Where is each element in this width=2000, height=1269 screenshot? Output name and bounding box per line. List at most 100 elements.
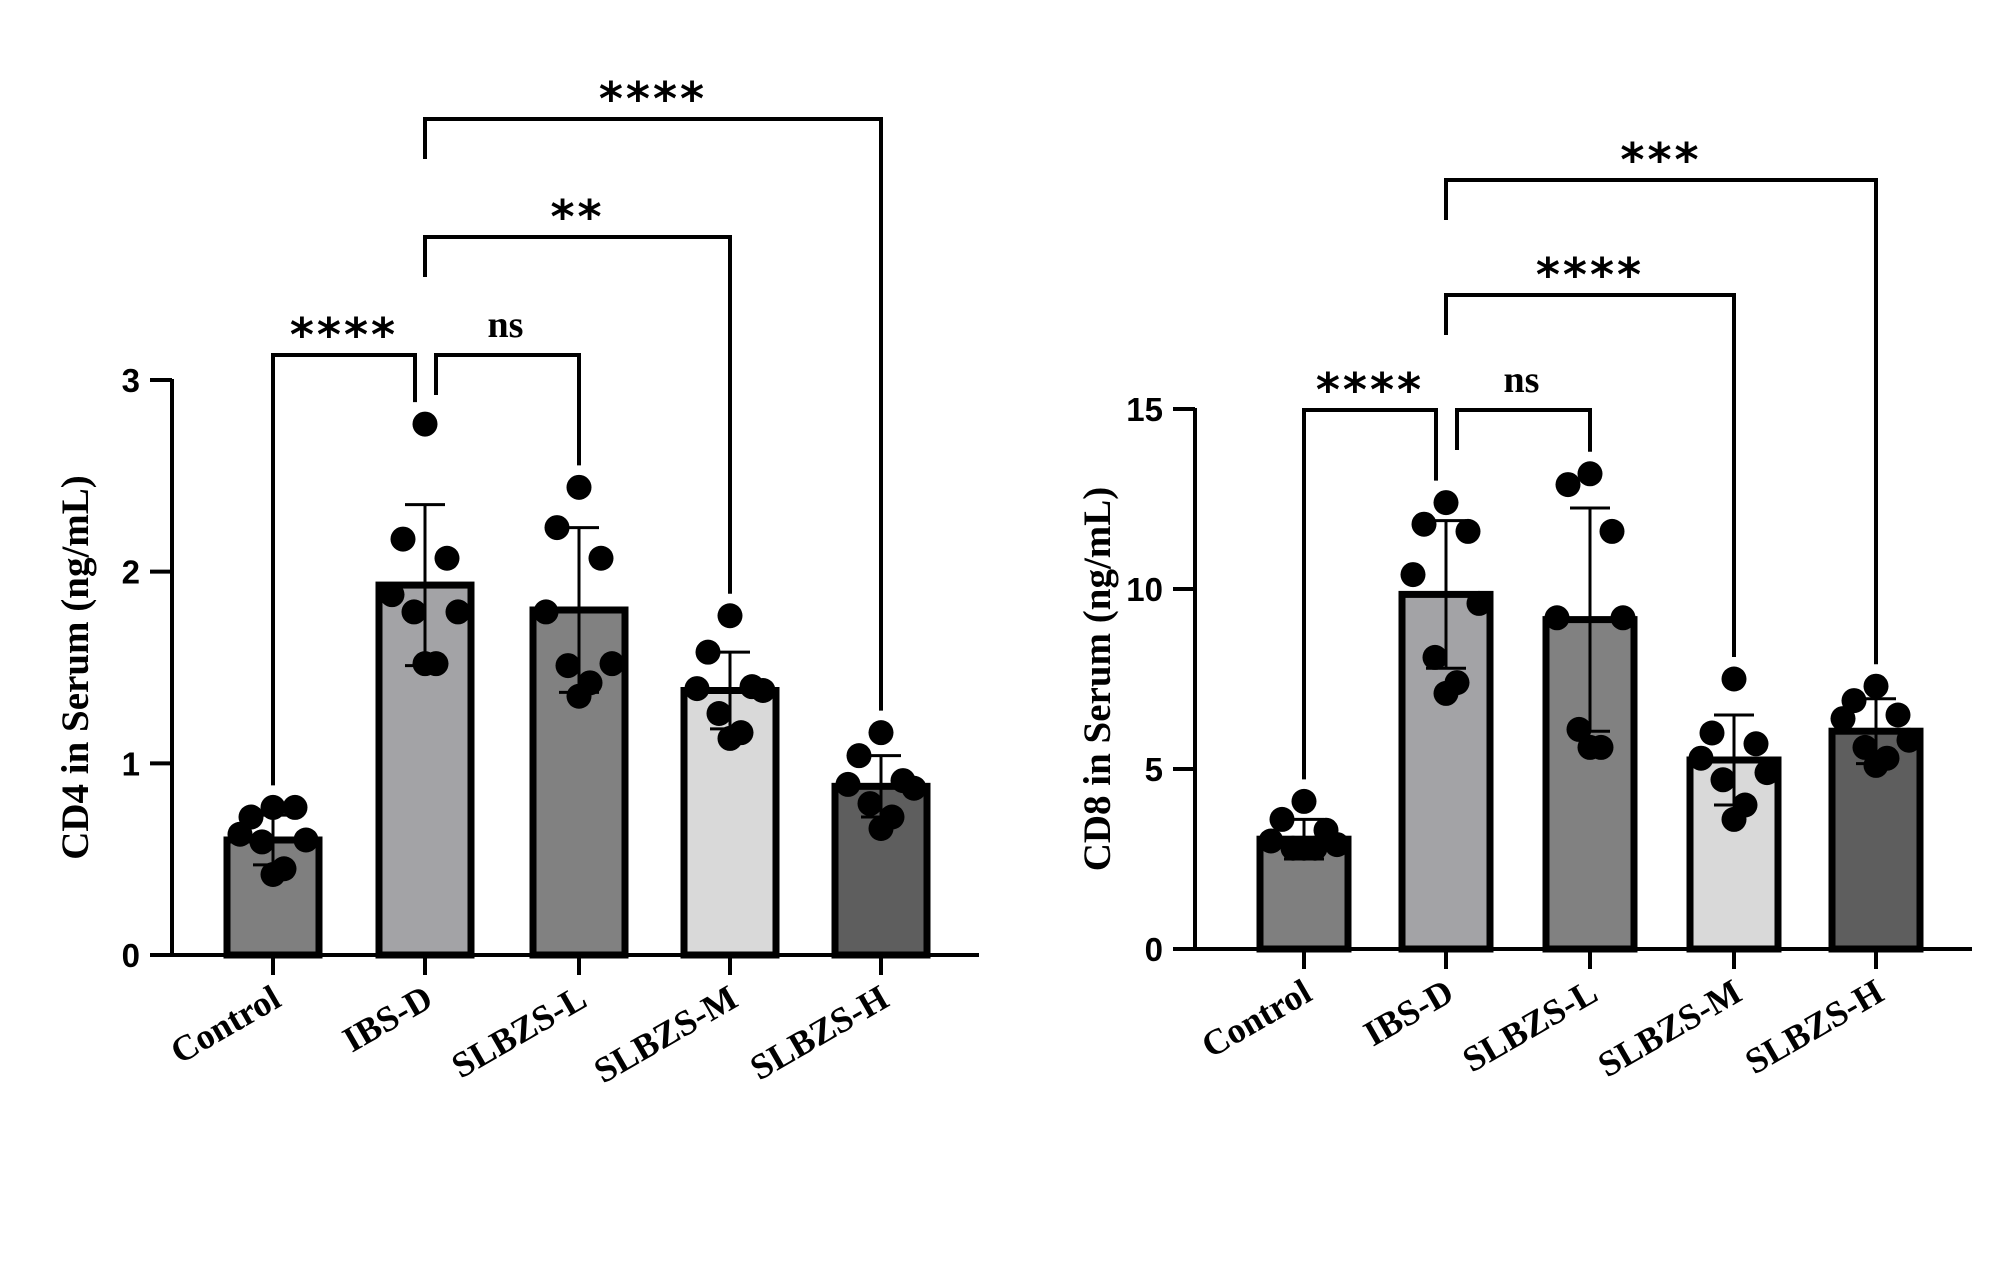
significance-bracket-ibs-d-vs-slbzs-h: ***: [1444, 133, 1878, 665]
bar-slbzs-m: [680, 687, 780, 959]
data-point-control: [1324, 832, 1350, 858]
y-tick-label: 10: [1126, 571, 1163, 608]
data-point-slbzs-m: [1743, 731, 1769, 757]
data-point-slbzs-l: [599, 651, 625, 677]
bracket-line: [1302, 408, 1438, 780]
data-point-slbzs-m: [1721, 666, 1747, 692]
data-point-slbzs-h: [1852, 734, 1878, 760]
significance-bracket-ibs-d-vs-slbzs-l: ns: [1455, 359, 1592, 452]
data-point-control: [260, 794, 286, 820]
data-point-slbzs-h: [857, 791, 883, 817]
data-point-slbzs-h: [835, 771, 861, 797]
y-tick-label: 2: [122, 554, 140, 591]
x-tick-label-ibs-d: IBS-D: [1357, 971, 1460, 1054]
data-point-control: [227, 821, 253, 847]
significance-bracket-ibs-d-vs-slbzs-m: ****: [1444, 248, 1736, 657]
data-point-ibs-d: [1400, 562, 1426, 588]
data-point-slbzs-m: [684, 676, 710, 702]
data-point-slbzs-h: [1885, 702, 1911, 728]
x-tick-label-slbzs-m: SLBZS-M: [1591, 971, 1748, 1085]
y-tick-label: 0: [122, 937, 140, 974]
y-tick-label: 0: [1145, 931, 1163, 968]
data-point-slbzs-l: [1610, 605, 1636, 631]
data-point-ibs-d: [1466, 590, 1492, 616]
x-tick-label-control: Control: [1195, 971, 1318, 1065]
data-point-slbzs-l: [1555, 472, 1581, 498]
data-point-ibs-d: [390, 526, 416, 552]
data-point-control: [293, 827, 319, 853]
y-tick-label: 1: [122, 745, 140, 782]
significance-bracket-ibs-d-vs-slbzs-m: **: [423, 190, 732, 594]
data-point-control: [1291, 788, 1317, 814]
significance-bracket-ibs-d-vs-slbzs-l: ns: [434, 304, 581, 466]
data-point-slbzs-l: [1577, 734, 1603, 760]
significance-label: ****: [290, 308, 398, 362]
significance-bracket-ibs-d-vs-slbzs-h: ****: [423, 72, 883, 711]
y-tick-label: 5: [1145, 751, 1163, 788]
significance-bracket-control-vs-ibs-d: ****: [1302, 363, 1438, 780]
bracket-line: [1444, 293, 1736, 657]
data-point-slbzs-l: [566, 683, 592, 709]
data-point-slbzs-h: [1896, 727, 1922, 753]
data-point-slbzs-l: [1544, 605, 1570, 631]
significance-label: ns: [488, 304, 524, 346]
data-point-slbzs-m: [717, 603, 743, 629]
data-point-control: [1258, 828, 1284, 854]
data-point-slbzs-m: [1754, 760, 1780, 786]
data-point-slbzs-h: [868, 720, 894, 746]
data-point-ibs-d: [1411, 511, 1437, 537]
x-tick-label-slbzs-m: SLBZS-M: [587, 977, 744, 1091]
data-point-slbzs-l: [533, 599, 559, 625]
y-axis-title: CD8 in Serum (ng/mL): [1076, 487, 1119, 872]
data-point-ibs-d: [379, 582, 405, 608]
significance-label: ****: [599, 72, 707, 126]
data-point-slbzs-h: [846, 743, 872, 769]
bracket-line: [271, 353, 417, 786]
data-point-ibs-d: [412, 651, 438, 677]
x-tick-label-slbzs-l: SLBZS-L: [445, 977, 593, 1086]
data-point-slbzs-h: [1841, 688, 1867, 714]
significance-label: ns: [1504, 359, 1540, 401]
data-point-slbzs-h: [1863, 752, 1889, 778]
data-point-slbzs-m: [1721, 806, 1747, 832]
x-tick-label-slbzs-h: SLBZS-H: [1738, 971, 1890, 1082]
y-tick-label: 15: [1126, 391, 1163, 428]
data-point-slbzs-h: [1830, 706, 1856, 732]
data-point-slbzs-m: [1688, 745, 1714, 771]
data-point-slbzs-m: [717, 725, 743, 751]
data-point-slbzs-l: [544, 515, 570, 541]
data-point-slbzs-l: [1599, 518, 1625, 544]
y-tick-label: 3: [122, 362, 140, 399]
x-tick-label-slbzs-h: SLBZS-H: [743, 977, 895, 1088]
significance-label: ****: [1536, 248, 1644, 302]
data-point-slbzs-m: [706, 701, 732, 726]
bracket-line: [434, 353, 581, 466]
data-point-slbzs-m: [1699, 720, 1725, 746]
data-point-ibs-d: [401, 599, 427, 625]
bracket-line: [423, 235, 732, 594]
data-point-slbzs-l: [1577, 461, 1603, 487]
data-point-ibs-d: [1433, 490, 1459, 516]
data-point-ibs-d: [445, 599, 471, 625]
x-tick-label-control: Control: [164, 977, 287, 1071]
data-point-slbzs-h: [1863, 673, 1889, 699]
significance-label: **: [550, 190, 604, 244]
data-point-control: [260, 862, 286, 887]
data-point-slbzs-l: [588, 545, 614, 571]
data-point-slbzs-l: [566, 474, 592, 500]
data-point-ibs-d: [1433, 680, 1459, 706]
data-point-slbzs-m: [1710, 767, 1736, 793]
data-point-slbzs-h: [901, 775, 927, 801]
data-point-slbzs-h: [868, 816, 894, 841]
significance-bracket-control-vs-ibs-d: ****: [271, 308, 417, 786]
x-tick-label-slbzs-l: SLBZS-L: [1456, 971, 1604, 1080]
data-point-ibs-d: [1455, 518, 1481, 544]
data-point-control: [1291, 835, 1317, 861]
y-axis-title: CD4 in Serum (ng/mL): [54, 475, 97, 860]
data-point-slbzs-m: [695, 639, 721, 665]
data-point-slbzs-l: [555, 653, 581, 679]
data-point-ibs-d: [1422, 644, 1448, 670]
